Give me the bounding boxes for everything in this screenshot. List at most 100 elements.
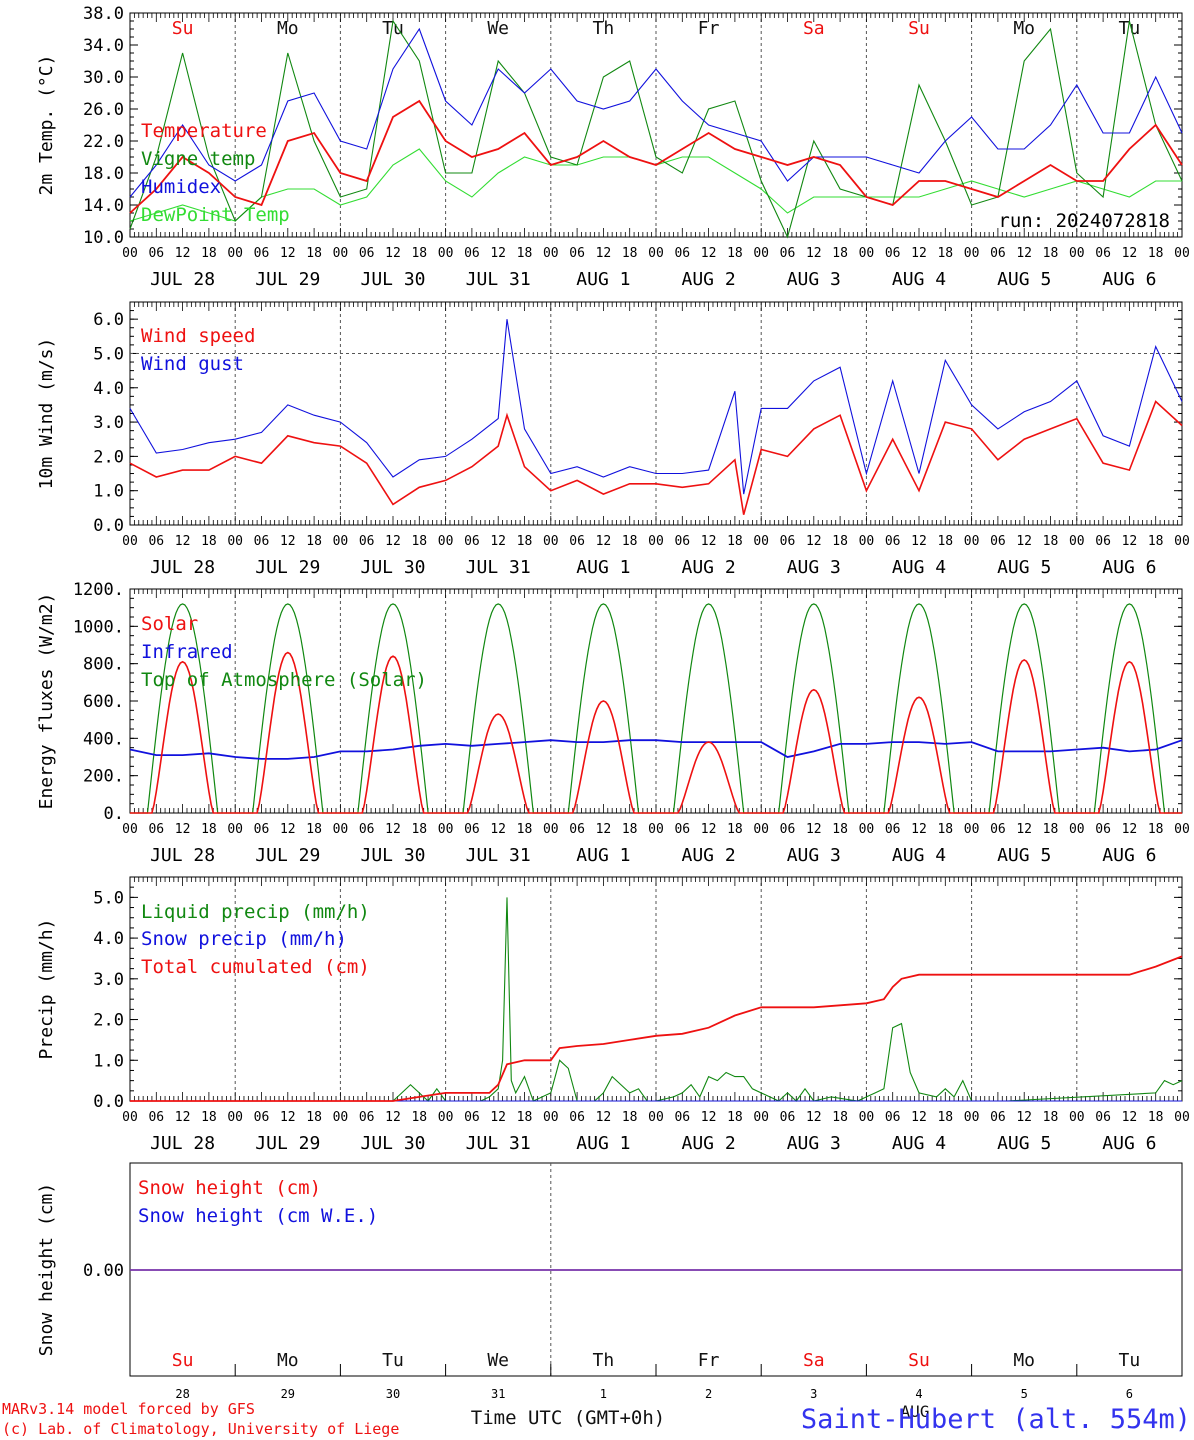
weekday-label: We <box>487 18 509 39</box>
hour-tick-label: 18 <box>411 246 427 261</box>
panel-1: 10.0 14.0 18.0 22.0 26.0 30.0 34.0 38.0 2m Temp.… <box>36 4 1190 290</box>
hour-tick-label: 18 <box>937 534 953 549</box>
legend-entry: Liquid precip (mm/h) <box>141 901 370 923</box>
y-axis-label: Snow height (cm) <box>36 1183 57 1356</box>
weekday-label: Fr <box>698 18 720 39</box>
hour-tick-label: 18 <box>1043 246 1059 261</box>
hour-tick-label: 18 <box>832 246 848 261</box>
hour-tick-label: 06 <box>569 534 585 549</box>
hour-tick-label: 06 <box>569 246 585 261</box>
day-label: JUL 28 <box>150 269 215 290</box>
day-label: JUL 29 <box>255 557 320 578</box>
hour-tick-label: 00 <box>543 1110 559 1125</box>
hour-tick-label: 06 <box>674 822 690 837</box>
legend-entry: Wind speed <box>141 325 255 347</box>
month-label: AUG <box>901 1402 930 1421</box>
hour-tick-label: 12 <box>911 534 927 549</box>
hour-tick-label: 06 <box>359 534 375 549</box>
hour-tick-label: 12 <box>175 246 191 261</box>
hour-tick-label: 00 <box>648 246 664 261</box>
hour-tick-label: 18 <box>937 822 953 837</box>
hour-tick-label: 06 <box>780 246 796 261</box>
day-label: AUG 3 <box>787 269 841 290</box>
hour-tick-label: 12 <box>911 1110 927 1125</box>
hour-tick-label: 00 <box>753 246 769 261</box>
hour-tick-label: 06 <box>674 246 690 261</box>
hour-tick-label: 06 <box>885 822 901 837</box>
hour-tick-label: 12 <box>701 246 717 261</box>
day-label: AUG 5 <box>997 1133 1051 1154</box>
weekday-label: Th <box>593 18 615 39</box>
hour-tick-label: 18 <box>411 1110 427 1125</box>
weekday-label: Mo <box>1013 1350 1035 1371</box>
legend-entry: Solar <box>141 613 198 635</box>
hour-tick-label: 00 <box>964 534 980 549</box>
legend-entry: Wind gust <box>141 353 244 375</box>
day-number-label: 31 <box>491 1387 505 1401</box>
hour-tick-label: 00 <box>1174 246 1190 261</box>
legend-entry: Snow height (cm W.E.) <box>138 1205 378 1227</box>
day-label: JUL 31 <box>466 269 531 290</box>
panel-5: 0.00 Snow height (cm) 28 29 30 31 1 2 3 4 5 6 Su Mo Tu… <box>36 1162 1183 1401</box>
hour-tick-label: 00 <box>227 246 243 261</box>
y-tick-label: 10.0 <box>83 228 124 248</box>
hour-tick-label: 00 <box>964 822 980 837</box>
hour-tick-label: 18 <box>622 246 638 261</box>
hour-tick-label: 06 <box>1095 246 1111 261</box>
hour-tick-label: 06 <box>885 534 901 549</box>
hour-tick-label: 06 <box>885 246 901 261</box>
weekday-label: Tu <box>1119 1350 1141 1371</box>
day-label: AUG 2 <box>682 269 736 290</box>
hour-tick-label: 12 <box>385 534 401 549</box>
hour-tick-label: 18 <box>622 822 638 837</box>
panel-4: 0.0 1.0 2.0 3.0 4.0 5.0 Precip (mm/h) 00 06 12 18 0… <box>36 876 1190 1154</box>
hour-tick-label: 06 <box>1095 822 1111 837</box>
hour-tick-label: 12 <box>1016 246 1032 261</box>
day-label: JUL 29 <box>255 845 320 866</box>
hour-tick-label: 00 <box>859 534 875 549</box>
hour-tick-label: 18 <box>201 1110 217 1125</box>
y-tick-label: 14.0 <box>83 196 124 216</box>
y-tick-label: 0.0 <box>93 516 124 536</box>
hour-tick-label: 00 <box>543 822 559 837</box>
hour-tick-label: 06 <box>464 1110 480 1125</box>
hour-tick-label: 18 <box>1148 822 1164 837</box>
hour-tick-label: 12 <box>806 1110 822 1125</box>
hour-tick-label: 00 <box>753 534 769 549</box>
hour-tick-label: 00 <box>438 246 454 261</box>
y-tick-label: 400. <box>83 729 124 749</box>
hour-tick-label: 18 <box>622 1110 638 1125</box>
hour-tick-label: 06 <box>148 246 164 261</box>
hour-tick-label: 06 <box>464 246 480 261</box>
hour-tick-label: 12 <box>1122 822 1138 837</box>
hour-tick-label: 12 <box>1122 1110 1138 1125</box>
legend-entry: Total cumulated (cm) <box>141 956 370 978</box>
weekday-label: Tu <box>1119 18 1141 39</box>
hour-tick-label: 12 <box>175 822 191 837</box>
day-label: AUG 5 <box>997 845 1051 866</box>
day-label: AUG 3 <box>787 1133 841 1154</box>
hour-tick-label: 06 <box>885 1110 901 1125</box>
hour-tick-label: 18 <box>1148 1110 1164 1125</box>
hour-tick-label: 18 <box>517 534 533 549</box>
day-label: JUL 28 <box>150 845 215 866</box>
hour-tick-label: 18 <box>306 246 322 261</box>
hour-tick-label: 18 <box>517 822 533 837</box>
hour-tick-label: 06 <box>780 1110 796 1125</box>
hour-tick-label: 12 <box>490 1110 506 1125</box>
hour-tick-label: 00 <box>333 534 349 549</box>
hour-tick-label: 06 <box>569 1110 585 1125</box>
day-label: AUG 4 <box>892 557 946 578</box>
legend-entry: Snow precip (mm/h) <box>141 928 347 950</box>
hour-tick-label: 06 <box>990 534 1006 549</box>
weekday-label: Mo <box>1013 18 1035 39</box>
hour-tick-label: 06 <box>464 822 480 837</box>
day-label: JUL 30 <box>360 845 425 866</box>
y-axis-label: 2m Temp. (°C) <box>36 55 57 196</box>
y-tick-label: 38.0 <box>83 4 124 24</box>
chart-panels: 10.014.018.022.026.030.034.038.02m Temp.… <box>36 4 1190 1401</box>
hour-tick-label: 12 <box>806 534 822 549</box>
hour-tick-label: 00 <box>753 822 769 837</box>
day-label: AUG 5 <box>997 269 1051 290</box>
weekday-label: Su <box>908 1350 930 1371</box>
